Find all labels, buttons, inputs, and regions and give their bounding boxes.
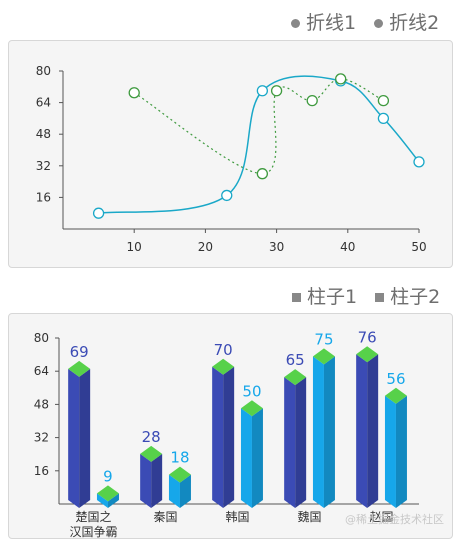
series-2-point bbox=[306, 94, 318, 107]
category-label: 魏国 bbox=[298, 509, 322, 524]
bar-2-left-face bbox=[240, 408, 252, 508]
bar-chart-legend: 柱子1 柱子2 bbox=[292, 288, 440, 307]
series-2-point bbox=[377, 94, 390, 107]
y-tick-label: 16 bbox=[34, 464, 49, 478]
series-1-point bbox=[377, 112, 390, 125]
square-legend-icon bbox=[375, 293, 385, 302]
bar-1-value-label: 76 bbox=[358, 328, 377, 346]
bar-1-top-face bbox=[284, 369, 307, 386]
bar-2-value-label: 56 bbox=[386, 370, 405, 388]
series-2-point bbox=[128, 87, 140, 99]
bar-1-left-face bbox=[356, 354, 368, 508]
legend-item-bar1[interactable]: 柱子1 bbox=[292, 288, 357, 307]
series-1-point bbox=[221, 189, 233, 202]
bar-1-value-label: 65 bbox=[286, 351, 305, 369]
y-tick-label: 80 bbox=[36, 64, 51, 78]
category-label: 楚国之 bbox=[76, 510, 112, 524]
legend-label-series1: 折线1 bbox=[306, 12, 357, 34]
bar-2-right-face bbox=[251, 408, 263, 508]
bar-2-value-label: 9 bbox=[103, 467, 113, 485]
series-1-point bbox=[256, 85, 269, 97]
bar-2-right-face bbox=[107, 493, 119, 508]
y-tick-label: 48 bbox=[36, 127, 51, 141]
y-tick-label: 80 bbox=[34, 331, 49, 345]
bar-2-top-face bbox=[384, 387, 407, 404]
category-label: 汉国争霸 bbox=[70, 525, 118, 539]
bar-2-left-face bbox=[168, 474, 180, 508]
x-tick-label: 50 bbox=[411, 240, 426, 254]
circle-legend-icon bbox=[374, 19, 384, 28]
bar-2-right-face bbox=[323, 356, 335, 508]
bar-1-right-face bbox=[79, 368, 91, 508]
bar-1-right-face bbox=[295, 377, 307, 508]
bar-1-left-face bbox=[212, 366, 224, 508]
bar-chart-panel: 16 32 48 64 80 69 9 楚国之 汉国争霸 28 18 秦国 70 50 韩国 65 75 魏国 76… bbox=[8, 313, 453, 539]
bar-2-value-label: 18 bbox=[170, 449, 189, 467]
x-tick-label: 10 bbox=[127, 240, 142, 254]
category-label: 秦国 bbox=[154, 510, 178, 524]
line-chart-panel: 16 32 48 64 80 10 20 30 40 50 bbox=[8, 40, 453, 268]
bar-2-value-label: 75 bbox=[314, 330, 333, 348]
y-tick-label: 16 bbox=[36, 190, 51, 204]
bar-1-top-face bbox=[68, 360, 91, 377]
y-tick-label: 64 bbox=[34, 364, 49, 378]
series-1-point bbox=[413, 156, 425, 168]
category-label: 赵国 bbox=[370, 510, 394, 524]
circle-legend-icon bbox=[291, 19, 300, 28]
square-legend-icon bbox=[292, 293, 301, 302]
y-tick-label: 64 bbox=[36, 96, 51, 110]
bar-2-left-face bbox=[384, 395, 396, 508]
y-tick-label: 32 bbox=[34, 431, 49, 445]
y-tick-label: 48 bbox=[34, 397, 49, 411]
bar-1-top-face bbox=[356, 346, 379, 363]
bar-2-value-label: 50 bbox=[242, 382, 261, 400]
line-chart: 16 32 48 64 80 10 20 30 40 50 bbox=[36, 64, 427, 254]
bar-1-right-face bbox=[151, 453, 163, 508]
bar-2-left-face bbox=[96, 493, 108, 508]
bar-1-value-label: 28 bbox=[142, 428, 161, 446]
x-tick-label: 20 bbox=[198, 240, 213, 254]
bar-1-top-face bbox=[140, 445, 163, 462]
series-1-point bbox=[92, 207, 105, 219]
legend-label-series2: 折线2 bbox=[389, 12, 440, 34]
legend-label-bar2: 柱子2 bbox=[390, 286, 441, 308]
category-label: 韩国 bbox=[226, 509, 250, 524]
line-chart-legend: 折线1 折线2 bbox=[291, 14, 439, 33]
bar-2-top-face bbox=[312, 348, 335, 365]
bar-1-value-label: 69 bbox=[70, 343, 89, 361]
bar-1-top-face bbox=[212, 358, 235, 375]
bar-2-top-face bbox=[240, 400, 263, 417]
legend-item-bar2[interactable]: 柱子2 bbox=[375, 288, 440, 307]
x-tick-label: 40 bbox=[340, 240, 355, 254]
bar-1-left-face bbox=[284, 377, 296, 508]
series-2-point bbox=[256, 168, 269, 180]
x-tick-label: 30 bbox=[269, 240, 284, 254]
watermark: @稀土掘金技术社区 bbox=[345, 513, 444, 526]
bar-2-top-face bbox=[96, 485, 119, 502]
series-2-point bbox=[335, 73, 347, 85]
legend-item-series2[interactable]: 折线2 bbox=[374, 14, 439, 33]
bar-1-left-face bbox=[140, 453, 152, 508]
legend-item-series1[interactable]: 折线1 bbox=[291, 14, 356, 33]
bar-1-right-face bbox=[223, 366, 235, 508]
bar-2-right-face bbox=[179, 474, 191, 508]
bar-1-right-face bbox=[367, 354, 379, 508]
bar-1-left-face bbox=[68, 368, 80, 508]
bar-2-left-face bbox=[312, 356, 324, 508]
y-tick-label: 32 bbox=[36, 159, 51, 173]
bar-2-right-face bbox=[395, 395, 407, 508]
bar-2-top-face bbox=[168, 466, 191, 483]
bar-1-value-label: 70 bbox=[214, 341, 233, 359]
series-2-point bbox=[270, 85, 283, 97]
legend-label-bar1: 柱子1 bbox=[307, 286, 358, 308]
series-1-line bbox=[98, 75, 420, 214]
